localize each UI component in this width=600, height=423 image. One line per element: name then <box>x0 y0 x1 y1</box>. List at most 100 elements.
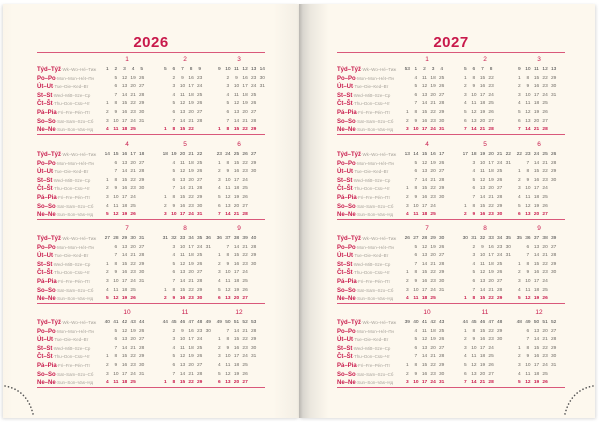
day-cell: 6 <box>526 244 530 250</box>
day-cell: 27 <box>197 177 203 183</box>
day-cell: 11 <box>479 169 485 175</box>
day-cell: 19 <box>130 75 136 81</box>
row-label: Pá–Pia·Fri–Fre–Pén–Пт <box>37 362 90 370</box>
row-label-short: Ne–Ne <box>337 127 356 134</box>
day-cell: 12 <box>421 337 428 343</box>
day-cell: 11 <box>225 363 231 368</box>
week-number: 48 <box>516 320 522 325</box>
month-number: 1 <box>425 56 429 63</box>
day-cell: 28 <box>139 253 145 259</box>
day-cell: 24 <box>488 92 494 98</box>
day-cell: 17 <box>533 92 540 98</box>
day-cell: 31 <box>439 287 445 293</box>
day-cell: 22 <box>542 169 548 175</box>
day-cell: 6 <box>463 371 467 377</box>
day-cell: 23 <box>197 328 203 334</box>
day-cell: 3 <box>172 244 176 250</box>
day-cell: 6 <box>526 328 530 334</box>
day-cell: 20 <box>233 380 240 386</box>
day-cell: 9 <box>181 75 184 81</box>
day-cell: 8 <box>526 169 530 175</box>
day-cell: 16 <box>479 212 486 218</box>
day-cell: 16 <box>533 270 540 276</box>
day-cell: 26 <box>439 337 445 343</box>
divider <box>337 52 565 53</box>
week-number: 13 <box>404 152 410 157</box>
day-cell: 11 <box>179 345 185 351</box>
day-cell: 29 <box>439 270 445 276</box>
day-cell: 15 <box>533 75 540 81</box>
day-cell: 27 <box>139 160 145 166</box>
row-label-languages: ·Wk–Wo–Hé–Тиж <box>61 67 97 72</box>
day-cell: 30 <box>139 186 145 192</box>
day-cell: 5 <box>517 203 521 209</box>
day-cell: 6 <box>414 253 418 259</box>
day-cell: 27 <box>197 110 203 115</box>
day-cell: 10 <box>179 84 186 90</box>
day-cell: 24 <box>542 186 548 192</box>
row-label-languages: ·Tue–Die–Ked–Вт <box>353 84 389 90</box>
week-number: 48 <box>497 320 503 325</box>
week-number: 44 <box>462 320 468 325</box>
day-cell: 29 <box>139 354 145 360</box>
day-cell: 21 <box>430 354 436 360</box>
row-label: Ne–Ne·Sun–Son–Vas–Нд <box>37 379 93 387</box>
day-cell: 1 <box>405 363 409 368</box>
day-cell: 2 <box>405 279 409 284</box>
day-cell: 12 <box>225 287 231 293</box>
day-cell: 28 <box>439 101 445 107</box>
day-cell: 17 <box>121 118 128 124</box>
day-cell: 15 <box>233 160 240 166</box>
day-cell: 15 <box>233 253 240 259</box>
row-label-short: Týd–Týž <box>37 236 62 242</box>
row-label: Ne–Ne·Sun–Son–Vas–Нд <box>337 295 393 303</box>
day-cell: 28 <box>439 177 445 183</box>
row-label-short: Čt–Št <box>337 354 353 361</box>
day-cell: 1 <box>463 328 467 334</box>
day-cell: 18 <box>188 92 194 98</box>
day-cell: 6 <box>172 110 176 115</box>
day-cell: 20 <box>542 328 548 334</box>
month-number: 2 <box>483 56 487 63</box>
day-cell: 10 <box>179 337 186 343</box>
day-cell: 12 <box>421 84 428 90</box>
day-cell: 11 <box>525 287 531 293</box>
day-cell: 8 <box>526 75 530 81</box>
day-cell: 16 <box>188 75 194 81</box>
day-cell: 19 <box>233 195 240 200</box>
day-cell: 7 <box>414 261 418 267</box>
day-cell: 7 <box>463 127 467 133</box>
week-number: 7 <box>181 67 184 72</box>
row-label-short: Po–Po <box>37 328 56 335</box>
day-cell: 3 <box>105 195 109 200</box>
day-cell: 28 <box>251 328 257 334</box>
day-cell: 16 <box>479 337 486 343</box>
day-cell: 29 <box>551 169 557 175</box>
week-number: 40 <box>251 236 257 241</box>
day-cell: 25 <box>542 287 548 293</box>
row-label: So–So·Sat–Sam–Szo–Сб <box>337 118 393 126</box>
week-number: 51 <box>542 320 548 325</box>
day-cell: 13 <box>421 169 428 175</box>
day-cell: 2 <box>217 169 221 175</box>
row-label-short: Ne–Ne <box>337 212 356 219</box>
day-cell: 16 <box>479 84 486 90</box>
day-cell: 26 <box>197 261 203 267</box>
day-cell: 26 <box>439 244 445 250</box>
day-cell: 3 <box>463 345 467 351</box>
row-label-languages: ·Tue–Die–Ked–Вт <box>53 337 89 343</box>
day-cell: 20 <box>430 169 436 175</box>
day-cell: 23 <box>542 270 548 276</box>
day-cell: 17 <box>479 92 486 98</box>
day-cell: 19 <box>488 177 494 183</box>
day-cell: 3 <box>172 337 176 343</box>
row-label-languages: ·Wk–Wo–Hé–Тиж <box>61 320 97 325</box>
day-cell: 4 <box>105 287 109 293</box>
row-label: Týd–Týž·Wk–Wo–Hé–Тиж <box>37 235 96 243</box>
day-cell: 27 <box>488 118 494 124</box>
day-cell: 17 <box>188 244 194 250</box>
day-cell: 24 <box>542 279 548 284</box>
day-cell: 3 <box>517 279 521 284</box>
day-cell: 27 <box>439 345 445 351</box>
day-cell: 22 <box>488 296 494 302</box>
